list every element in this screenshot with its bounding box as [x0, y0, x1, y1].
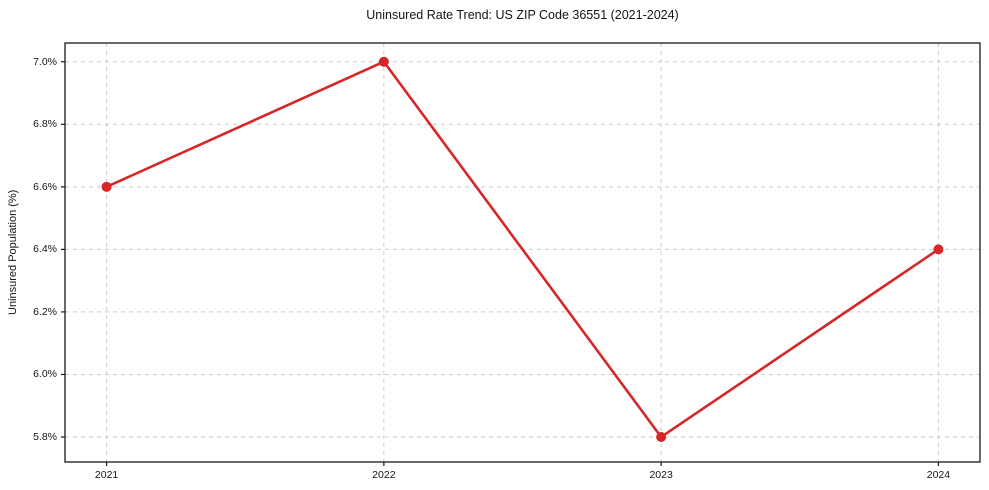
- trend-line: [105, 60, 940, 439]
- y-axis-tick-label: 6.6%: [33, 180, 57, 193]
- y-axis-tick-label: 5.8%: [33, 430, 57, 443]
- data-point-marker: [101, 181, 112, 192]
- data-point-marker: [378, 56, 389, 67]
- x-axis-tick-label: 2022: [372, 469, 396, 481]
- y-axis-tick-label: 7.0%: [33, 55, 57, 68]
- y-axis-tick-label: 6.0%: [33, 368, 57, 381]
- data-point-marker: [933, 244, 944, 255]
- chart-title: Uninsured Rate Trend: US ZIP Code 36551 …: [366, 8, 679, 22]
- x-axis-tick-label: 2023: [649, 469, 673, 481]
- plot-border: [64, 42, 981, 463]
- y-axis-tick-label: 6.4%: [33, 243, 57, 256]
- x-axis-tick-label: 2021: [94, 469, 119, 481]
- x-axis-tick-label: 2024: [926, 469, 951, 481]
- data-point-marker: [656, 431, 667, 442]
- y-axis-tick-label: 6.8%: [33, 118, 57, 131]
- y-axis-tick-label: 6.2%: [33, 305, 57, 318]
